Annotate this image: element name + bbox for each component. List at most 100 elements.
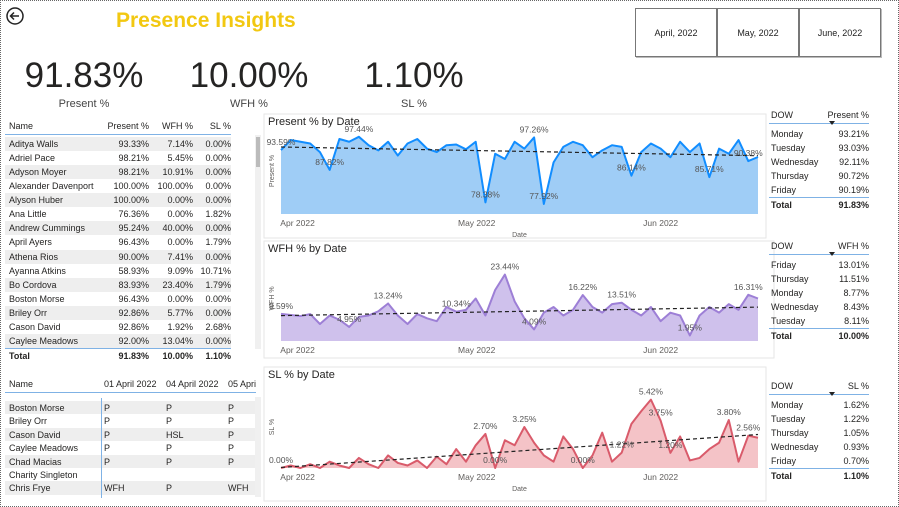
- total-cell: 91.83%: [838, 200, 869, 210]
- row-band: [5, 481, 256, 495]
- data-label: 3.25%: [512, 414, 537, 424]
- cell-value: 90.72%: [838, 171, 869, 181]
- data-label: 0.00%: [269, 455, 294, 465]
- total-rule: [769, 328, 869, 329]
- cell-value: 0.00%: [167, 293, 193, 304]
- x-tick-label: Jun 2022: [643, 218, 678, 228]
- trend-line: [280, 146, 759, 157]
- sort-indicator: [829, 252, 835, 256]
- data-label: 85.71%: [695, 164, 724, 174]
- data-label: 16.22%: [568, 282, 597, 292]
- row-name: Adyson Moyer: [9, 167, 67, 178]
- cell-value: 9.09%: [167, 265, 193, 276]
- cell-value: 5.77%: [167, 307, 193, 318]
- area: [281, 399, 758, 468]
- back-button[interactable]: [5, 6, 25, 26]
- data-label: 78.38%: [471, 189, 500, 199]
- header-rule: [769, 123, 869, 124]
- data-label: 3.75%: [649, 408, 674, 418]
- row-band: [5, 277, 231, 292]
- kpi-value: 91.83%: [24, 56, 144, 95]
- row-name: Monday: [771, 288, 804, 298]
- cell-value: 0.00%: [205, 307, 231, 318]
- cell-value: P: [104, 456, 111, 467]
- cell-value: 93.33%: [118, 139, 149, 149]
- column-header: 01 April 2022: [104, 379, 157, 389]
- cell-value: 95.24%: [118, 223, 149, 234]
- data-label: 86.14%: [617, 163, 646, 173]
- cell-value: 96.43%: [118, 237, 149, 248]
- header-rule: [769, 394, 869, 395]
- data-label: 4.95%: [337, 314, 362, 324]
- row-name: Ana Little: [9, 209, 47, 220]
- cell-value: 5.45%: [167, 153, 193, 164]
- header-rule: [5, 134, 231, 135]
- cell-value: 92.00%: [118, 335, 149, 346]
- data-label: 13.24%: [374, 290, 403, 300]
- cell-value: 92.11%: [839, 157, 869, 167]
- x-tick-label: Apr 2022: [280, 472, 315, 482]
- month-button[interactable]: April, 2022: [635, 8, 717, 57]
- data-label: 90.38%: [734, 148, 763, 158]
- row-name: April Ayers: [9, 237, 52, 248]
- data-label: 3.80%: [717, 407, 742, 417]
- cell-value: 98.21%: [118, 167, 149, 178]
- data-label: 2.70%: [473, 421, 498, 431]
- x-tick-label: May 2022: [458, 218, 496, 228]
- cell-value: WFH: [228, 483, 249, 494]
- chart-panel: [263, 366, 767, 502]
- data-label: 87.82%: [315, 157, 344, 167]
- row-name: Friday: [771, 260, 797, 270]
- page-title: Presence Insights: [116, 9, 296, 32]
- cell-value: 0.00%: [205, 223, 231, 234]
- column-header: 04 April 2022: [166, 379, 219, 389]
- y-axis-title: Present %: [269, 155, 276, 187]
- chart-title: Present % by Date: [268, 116, 360, 128]
- kpi-value: 10.00%: [189, 56, 309, 95]
- cell-value: P: [104, 429, 111, 440]
- data-label: 16.31%: [734, 282, 763, 292]
- row-name: Alexander Davenport: [9, 181, 94, 192]
- chart-title: SL % by Date: [268, 369, 335, 381]
- x-tick-label: Apr 2022: [280, 345, 315, 355]
- row-band: [5, 165, 231, 180]
- cell-value: 98.21%: [118, 153, 149, 164]
- cell-value: P: [166, 443, 173, 454]
- cell-value: P: [104, 443, 111, 454]
- cell-value: 8.11%: [844, 316, 869, 326]
- row-name: Cason David: [9, 429, 61, 440]
- area: [281, 136, 758, 214]
- row-name: Alyson Huber: [9, 195, 64, 206]
- cell-value: 1.82%: [205, 209, 231, 220]
- row-name: Friday: [771, 456, 797, 466]
- month-button[interactable]: May, 2022: [717, 8, 799, 57]
- cell-value: 96.43%: [118, 293, 149, 304]
- data-label: 9.59%: [269, 301, 294, 311]
- column-header: SL %: [847, 381, 869, 391]
- cell-value: 23.40%: [162, 279, 193, 290]
- cell-value: WFH: [104, 483, 125, 494]
- table: DOW WFH % Friday 13.01% Thursday 11.51% Monday…: [769, 241, 869, 341]
- kpi-value: 1.10%: [364, 56, 464, 95]
- x-tick-label: May 2022: [458, 472, 496, 482]
- x-axis-title: Date: [512, 232, 527, 239]
- row-name: Briley Orr: [9, 416, 47, 427]
- row-band: [5, 221, 231, 236]
- total-rule: [5, 348, 231, 350]
- cell-value: 40.00%: [162, 223, 193, 234]
- column-header: DOW: [771, 110, 793, 120]
- data-label: 77.92%: [529, 191, 558, 201]
- data-label: 4.09%: [522, 316, 547, 326]
- row-name: Tuesday: [771, 414, 806, 424]
- cell-value: 0.00%: [205, 153, 231, 164]
- cell-value: 92.86%: [118, 321, 149, 332]
- cell-value: 11.51%: [839, 274, 869, 284]
- scroll-thumb[interactable]: [256, 137, 260, 167]
- row-band: [5, 454, 256, 468]
- row-name: Wednesday: [771, 442, 819, 452]
- trend-line: [280, 306, 759, 317]
- line: [280, 135, 759, 205]
- month-button[interactable]: June, 2022: [799, 8, 881, 57]
